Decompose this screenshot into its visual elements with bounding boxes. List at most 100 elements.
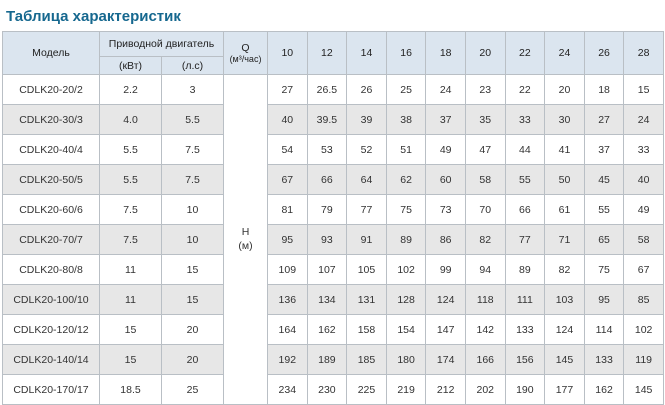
h-value-cell: 86 (425, 224, 466, 255)
h-value-cell: 177 (544, 374, 585, 405)
h-value-cell: 111 (504, 284, 546, 315)
table-row: CDLK20-60/6 7.5 10 81 79 77 75 73 70 66 61 55 49 (2, 194, 664, 225)
h-value-cell: 55 (583, 194, 625, 225)
h-value-cell: 35 (464, 104, 506, 135)
h-value-cell: 89 (385, 224, 427, 255)
h-value-cell: 64 (346, 164, 387, 195)
col-header-flow-14: 14 (346, 31, 387, 75)
table-row: CDLK20-40/4 5.5 7.5 54 53 52 51 49 47 44 41 37 33 (2, 134, 664, 165)
h-value-cell: 77 (346, 194, 387, 225)
col-header-flow-24: 24 (544, 31, 585, 75)
h-value-cell: 219 (385, 374, 427, 405)
h-value-cell: 45 (583, 164, 625, 195)
h-value-cell: 82 (464, 224, 506, 255)
h-value-cell: 49 (623, 194, 664, 225)
h-value-cell: 136 (267, 284, 308, 315)
table-row: CDLK20-120/12 15 20 164 162 158 154 147 142 133 12… (2, 314, 664, 345)
model-cell: CDLK20-60/6 (2, 194, 100, 225)
h-value-cell: 109 (267, 254, 308, 285)
model-cell: CDLK20-40/4 (2, 134, 100, 165)
table-row: CDLK20-170/17 18.5 25 234 230 225 219 212 202 190… (2, 374, 664, 405)
h-value-cell: 41 (544, 134, 585, 165)
h-value-cell: 190 (504, 374, 546, 405)
model-cell: CDLK20-120/12 (2, 314, 100, 345)
h-value-cell: 107 (306, 254, 348, 285)
h-value-cell: 58 (464, 164, 506, 195)
hp-cell: 15 (161, 254, 224, 285)
h-value-cell: 55 (504, 164, 546, 195)
h-value-cell: 30 (544, 104, 585, 135)
h-value-cell: 180 (385, 344, 427, 375)
col-header-flow-22: 22 (504, 31, 546, 75)
h-value-cell: 134 (306, 284, 348, 315)
h-value-cell: 79 (306, 194, 348, 225)
h-value-cell: 73 (425, 194, 466, 225)
hp-cell: 7.5 (161, 134, 224, 165)
header-row-top: Модель Приводной двигатель Q (м³/час) 10… (2, 31, 664, 75)
hp-cell: 10 (161, 194, 224, 225)
h-value-cell: 156 (504, 344, 546, 375)
h-value-cell: 124 (544, 314, 585, 345)
h-value-cell: 102 (623, 314, 664, 345)
h-value-cell: 89 (504, 254, 546, 285)
h-value-cell: 164 (267, 314, 308, 345)
table-row: CDLK20-20/2 2.2 3 H (м) 27 26.5 26 25 24 23 22 20 18 1… (2, 74, 664, 405)
col-header-model: Модель (2, 31, 100, 75)
model-cell: CDLK20-20/2 (2, 74, 100, 105)
table-row: CDLK20-30/3 4.0 5.5 40 39.5 39 38 37 35 33 30 27 24 (2, 104, 664, 135)
h-value-cell: 131 (346, 284, 387, 315)
model-cell: CDLK20-140/14 (2, 344, 100, 375)
h-value-cell: 174 (425, 344, 466, 375)
h-value-cell: 65 (583, 224, 625, 255)
h-value-cell: 40 (267, 104, 308, 135)
h-value-cell: 25 (385, 74, 427, 105)
kw-cell: 5.5 (99, 134, 162, 165)
col-header-motor-group: Приводной двигатель (99, 31, 224, 57)
characteristics-table: Модель Приводной двигатель Q (м³/час) 10… (2, 31, 664, 405)
h-value-cell: 58 (623, 224, 664, 255)
h-value-cell: 99 (425, 254, 466, 285)
col-header-q: Q (м³/час) (223, 31, 268, 75)
h-value-cell: 124 (425, 284, 466, 315)
kw-cell: 4.0 (99, 104, 162, 135)
hp-cell: 15 (161, 284, 224, 315)
h-value-cell: 102 (385, 254, 427, 285)
h-value-cell: 26 (346, 74, 387, 105)
h-value-cell: 44 (504, 134, 546, 165)
h-value-cell: 67 (623, 254, 664, 285)
h-value-cell: 103 (544, 284, 585, 315)
h-value-cell: 40 (623, 164, 664, 195)
h-value-cell: 75 (385, 194, 427, 225)
h-value-cell: 158 (346, 314, 387, 345)
h-value-cell: 81 (267, 194, 308, 225)
h-value-cell: 62 (385, 164, 427, 195)
col-header-flow-10: 10 (267, 31, 308, 75)
model-cell: CDLK20-70/7 (2, 224, 100, 255)
h-value-cell: 212 (425, 374, 466, 405)
h-value-cell: 133 (504, 314, 546, 345)
h-value-cell: 93 (306, 224, 348, 255)
h-value-cell: 49 (425, 134, 466, 165)
kw-cell: 2.2 (99, 74, 162, 105)
q-label: Q (241, 42, 250, 54)
kw-cell: 11 (99, 284, 162, 315)
h-value-cell: 15 (623, 74, 664, 105)
h-value-cell: 51 (385, 134, 427, 165)
h-value-cell: 39 (346, 104, 387, 135)
h-value-cell: 128 (385, 284, 427, 315)
hp-cell: 7.5 (161, 164, 224, 195)
h-value-cell: 66 (504, 194, 546, 225)
h-value-cell: 94 (464, 254, 506, 285)
h-value-cell: 145 (544, 344, 585, 375)
h-value-cell: 202 (464, 374, 506, 405)
h-value-cell: 47 (464, 134, 506, 165)
col-header-flow-26: 26 (583, 31, 625, 75)
h-value-cell: 71 (544, 224, 585, 255)
table-row: CDLK20-50/5 5.5 7.5 67 66 64 62 60 58 55 50 45 40 (2, 164, 664, 195)
kw-cell: 11 (99, 254, 162, 285)
h-value-cell: 60 (425, 164, 466, 195)
col-header-flow-12: 12 (306, 31, 348, 75)
h-value-cell: 50 (544, 164, 585, 195)
table-row: CDLK20-140/14 15 20 192 189 185 180 174 166 156 14… (2, 344, 664, 375)
h-value-cell: 85 (623, 284, 664, 315)
